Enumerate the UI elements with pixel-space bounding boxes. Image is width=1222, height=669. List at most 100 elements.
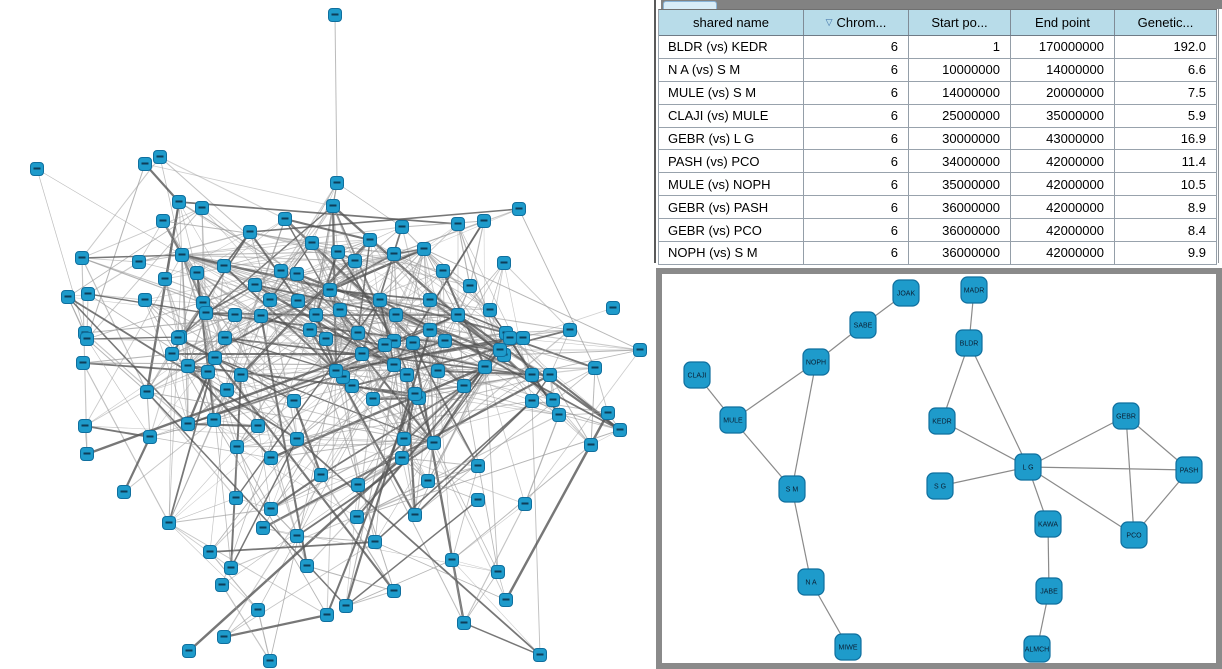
graph-node[interactable] — [76, 356, 90, 370]
graph-edge[interactable] — [177, 270, 282, 339]
graph-edge[interactable] — [357, 239, 371, 334]
graph-edge[interactable] — [257, 398, 374, 611]
graph-node[interactable] — [305, 236, 319, 250]
graph-node-miwe[interactable]: MIWE — [834, 633, 862, 661]
graph-edge[interactable] — [1027, 466, 1135, 536]
graph-edge[interactable] — [236, 446, 272, 510]
graph-edge[interactable] — [187, 422, 259, 428]
graph-node[interactable] — [217, 630, 231, 644]
graph-edge[interactable] — [168, 522, 232, 569]
graph-node-sabe[interactable]: SABE — [849, 311, 877, 339]
graph-node[interactable] — [319, 332, 333, 346]
graph-node[interactable] — [228, 308, 242, 322]
graph-edge[interactable] — [357, 270, 444, 334]
graph-node[interactable] — [543, 368, 557, 382]
graph-edge[interactable] — [332, 205, 339, 253]
graph-node[interactable] — [208, 351, 222, 365]
graph-node-madr[interactable]: MADR — [960, 276, 988, 304]
graph-edge[interactable] — [82, 353, 173, 364]
graph-node[interactable] — [199, 306, 213, 320]
graph-edge[interactable] — [187, 389, 228, 425]
graph-edge[interactable] — [224, 242, 313, 339]
graph-node[interactable] — [400, 368, 414, 382]
graph-edge[interactable] — [941, 420, 1029, 468]
graph-edge[interactable] — [311, 242, 446, 342]
graph-node[interactable] — [234, 368, 248, 382]
graph-edge[interactable] — [379, 299, 395, 366]
graph-edge[interactable] — [296, 370, 337, 440]
graph-edge[interactable] — [345, 484, 359, 607]
graph-edge[interactable] — [414, 366, 486, 516]
graph-node[interactable] — [195, 201, 209, 215]
graph-edge[interactable] — [451, 503, 526, 561]
graph-edge[interactable] — [240, 374, 298, 440]
graph-edge[interactable] — [369, 239, 386, 346]
graph-edge[interactable] — [257, 609, 271, 662]
graph-edge[interactable] — [86, 284, 256, 340]
graph-edge[interactable] — [269, 299, 435, 444]
table-row[interactable]: PASH (vs) PCO 6 34000000 42000000 11.4 — [659, 150, 1217, 174]
graph-node[interactable] — [438, 334, 452, 348]
graph-edge[interactable] — [168, 508, 272, 524]
graph-edge[interactable] — [296, 438, 403, 459]
graph-edge[interactable] — [224, 337, 228, 391]
graph-node[interactable] — [171, 331, 185, 345]
graph-edge[interactable] — [503, 262, 571, 331]
graph-node[interactable] — [330, 176, 344, 190]
graph-edge[interactable] — [146, 391, 151, 438]
graph-edge[interactable] — [214, 357, 435, 444]
graph-edge[interactable] — [178, 201, 295, 402]
graph-node[interactable] — [421, 474, 435, 488]
graph-edge[interactable] — [159, 156, 183, 256]
graph-edge[interactable] — [270, 438, 298, 510]
graph-edge[interactable] — [509, 337, 641, 351]
graph-edge[interactable] — [226, 299, 381, 391]
graph-edge[interactable] — [249, 231, 444, 272]
graph-edge[interactable] — [344, 329, 432, 607]
graph-edge[interactable] — [356, 429, 621, 518]
graph-node[interactable] — [303, 323, 317, 337]
graph-node[interactable] — [132, 255, 146, 269]
graph-edge[interactable] — [457, 223, 533, 376]
graph-node[interactable] — [373, 293, 387, 307]
graph-edge[interactable] — [489, 262, 505, 311]
graph-edge[interactable] — [144, 299, 181, 338]
graph-edge[interactable] — [257, 299, 271, 427]
graph-node[interactable] — [256, 521, 270, 535]
graph-edge[interactable] — [270, 474, 322, 510]
graph-node[interactable] — [331, 245, 345, 259]
graph-node[interactable] — [207, 413, 221, 427]
graph-edge[interactable] — [144, 163, 180, 203]
graph-edge[interactable] — [531, 400, 621, 431]
graph-edge[interactable] — [339, 309, 405, 440]
graph-edge[interactable] — [429, 329, 435, 444]
graph-edge[interactable] — [524, 349, 641, 505]
graph-edge[interactable] — [1125, 415, 1135, 536]
graph-node[interactable] — [140, 385, 154, 399]
graph-node[interactable] — [158, 272, 172, 286]
graph-edge[interactable] — [145, 201, 181, 393]
graph-node[interactable] — [230, 440, 244, 454]
graph-edge[interactable] — [423, 248, 439, 372]
graph-edge[interactable] — [791, 488, 812, 583]
graph-node[interactable] — [351, 478, 365, 492]
graph-edge[interactable] — [1027, 415, 1127, 468]
table-row[interactable]: MULE (vs) S M 6 14000000 20000000 7.5 — [659, 81, 1217, 105]
graph-edge[interactable] — [196, 272, 226, 339]
subnetwork-panel[interactable]: JOAK MADR SABE NOPH BLDR CLAJI MULE KEDR GEBR L G… — [656, 268, 1222, 669]
graph-node[interactable] — [251, 419, 265, 433]
graph-edge[interactable] — [463, 622, 541, 656]
graph-node[interactable] — [80, 447, 94, 461]
graph-node[interactable] — [588, 361, 602, 375]
graph-edge[interactable] — [146, 391, 237, 499]
graph-edge[interactable] — [270, 438, 405, 459]
graph-edge[interactable] — [292, 400, 323, 476]
graph-edge[interactable] — [196, 272, 262, 317]
graph-edge[interactable] — [223, 242, 313, 267]
graph-node[interactable] — [138, 157, 152, 171]
graph-edge[interactable] — [181, 251, 339, 256]
graph-edge[interactable] — [379, 299, 571, 331]
graph-edge[interactable] — [357, 349, 501, 486]
graph-node[interactable] — [220, 383, 234, 397]
graph-edge[interactable] — [178, 201, 341, 311]
